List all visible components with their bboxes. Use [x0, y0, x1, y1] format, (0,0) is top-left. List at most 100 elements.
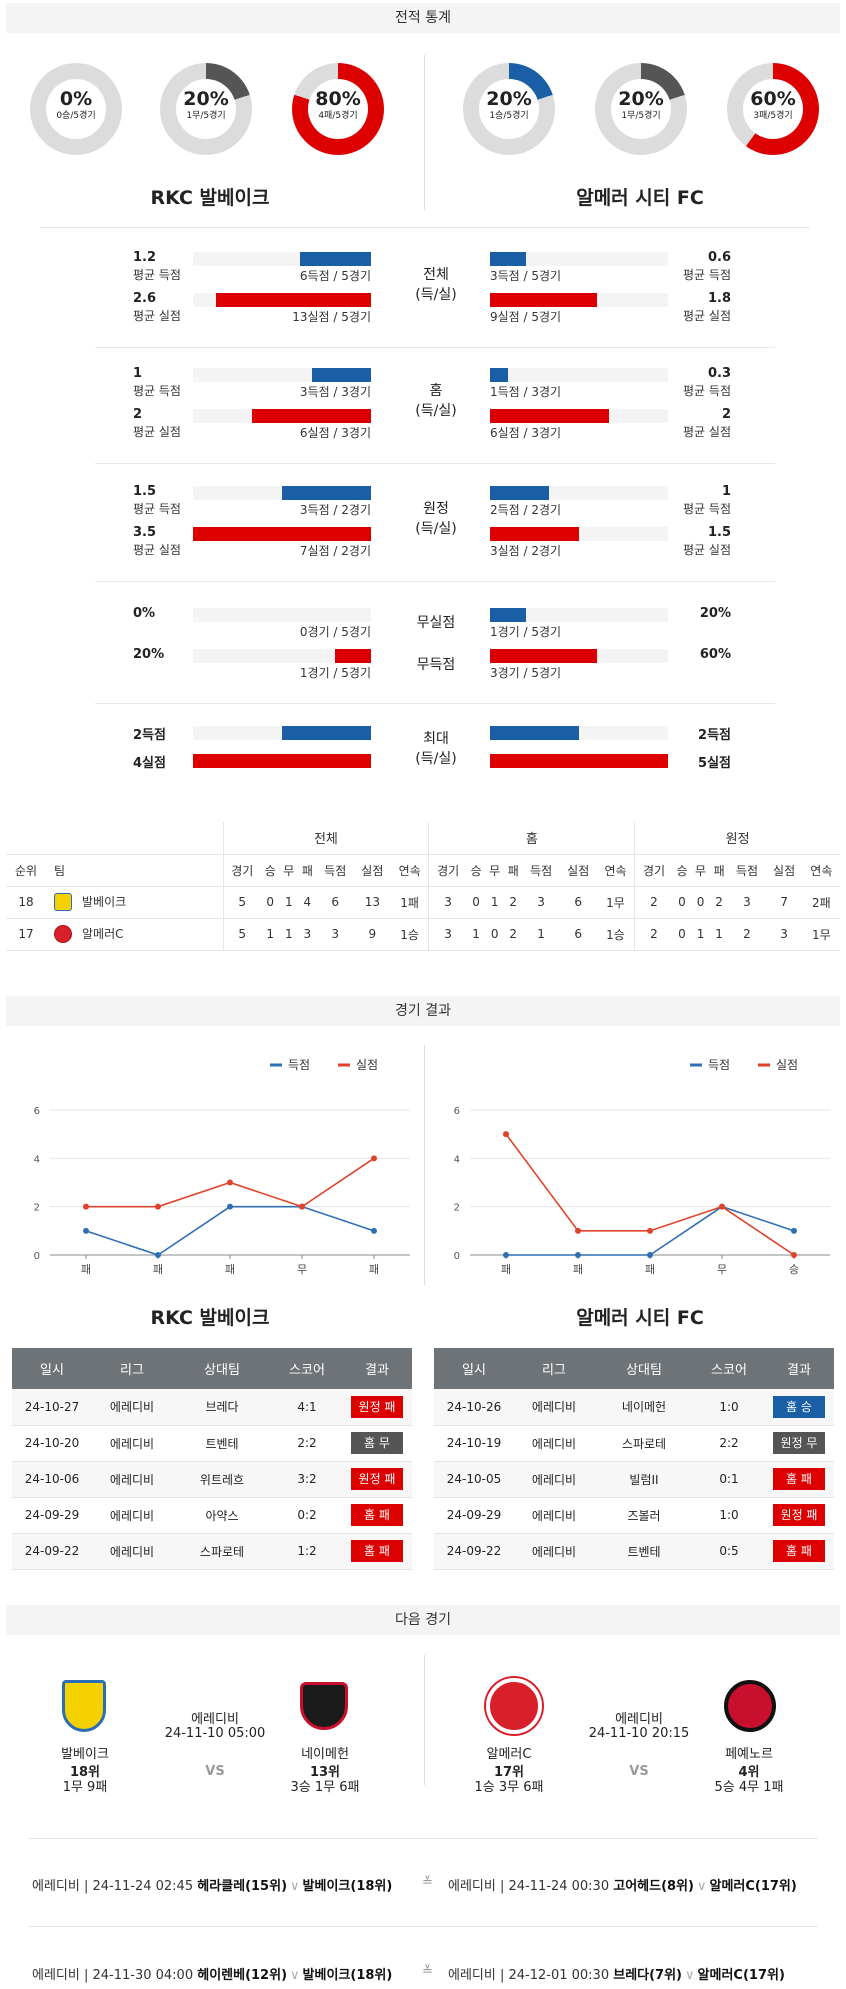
feyenoord-logo-icon [724, 1680, 776, 1732]
next-datetime: 24-11-10 05:00 [164, 1726, 266, 1741]
data-point [575, 1227, 581, 1234]
col-0: 경기 [428, 854, 467, 887]
divider [95, 703, 775, 704]
col-5: 실점 [559, 854, 597, 887]
x-tick-label: 승 [789, 1263, 799, 1276]
standings-row: 17 알메러C 5 1 1 3 3 9 1승 3 1 0 2 1 6 1승 2 0 1 1 2 3 1무 [6, 918, 840, 951]
results-col-1: 리그 [92, 1348, 172, 1389]
upcoming-fixture[interactable]: 에레디비 | 24-11-24 02:45 헤라클레(15위) ∨ 발베이크(18위… [32, 1875, 392, 1894]
data-point [227, 1203, 233, 1210]
stat-cell: 0 [672, 886, 692, 919]
data-point [299, 1203, 305, 1210]
away-caption: 3실점 / 2경기 [490, 544, 562, 558]
y-tick-label: 0 [34, 1251, 40, 1262]
next-team-name[interactable]: 페예노르 [725, 1747, 773, 1762]
stat-cell: 1패 [390, 886, 430, 919]
x-tick-label: 패 [81, 1263, 91, 1276]
home-value: 1 [133, 366, 143, 381]
stat-cell: 1 [485, 886, 504, 919]
vs-icon: ∨ [290, 1879, 300, 1894]
result-score: 0:2 [272, 1497, 342, 1534]
team-cell[interactable]: 알메러C [46, 918, 224, 951]
result-score: 3:2 [272, 1461, 342, 1498]
result-opp: 트벤테 [172, 1425, 272, 1462]
fixture-team-a: 헤라클레(15위) [197, 1879, 288, 1894]
result-badge: 원정 무 [773, 1432, 825, 1454]
home-bar [252, 409, 371, 423]
home-donut-1: 20% 1무/5경기 [160, 63, 252, 155]
group-all: 전체 [223, 822, 430, 855]
result-league: 에레디비 [92, 1461, 172, 1498]
col-3: 패 [298, 854, 317, 887]
donut-percent: 20% [486, 88, 532, 110]
results-row: 24-09-29 에레디비 즈볼러 1:0 원정 패 [434, 1497, 834, 1534]
result-date: 24-10-27 [12, 1389, 92, 1426]
stat-cell: 1 [709, 918, 729, 951]
result-badge: 홈 패 [351, 1504, 403, 1526]
section-header-next: 다음 경기 [6, 1605, 840, 1635]
results-col-0: 일시 [434, 1348, 514, 1389]
next-team-rank: 13위 [309, 1765, 341, 1780]
away-label: 평균 득점 [683, 502, 731, 516]
data-point [791, 1227, 797, 1234]
x-tick-label: 패 [153, 1263, 163, 1276]
away-label: 평균 득점 [683, 268, 731, 282]
stat-cell: 5 [223, 918, 261, 951]
result-league: 에레디비 [92, 1425, 172, 1462]
data-point [503, 1131, 509, 1138]
col-6: 연속 [390, 854, 430, 887]
next-team-name[interactable]: 알메러C [486, 1747, 532, 1762]
home-bar [312, 368, 371, 382]
rkc-logo-icon [54, 893, 72, 912]
home-caption: 1경기 / 5경기 [299, 666, 371, 680]
donut-percent: 20% [618, 88, 664, 110]
away-donut-1: 20% 1무/5경기 [595, 63, 687, 155]
col-6: 연속 [802, 854, 840, 887]
stat-cell: 1 [691, 918, 710, 951]
upcoming-fixture[interactable]: 에레디비 | 24-11-30 04:00 헤이렌베(12위) ∨ 발베이크(18위… [32, 1964, 392, 1983]
x-tick-label: 무 [717, 1263, 727, 1276]
x-tick-label: 패 [369, 1263, 379, 1276]
data-point [155, 1252, 161, 1258]
away-value: 20% [699, 606, 731, 621]
home-caption: 6실점 / 3경기 [299, 426, 371, 440]
next-team-name[interactable]: 발베이크 [61, 1747, 109, 1762]
results-header: 일시 리그 상대팀 스코어 결과 [12, 1348, 412, 1389]
team-cell[interactable]: 발베이크 [46, 886, 224, 919]
upcoming-fixture[interactable]: ≚ 에레디비 | 24-12-01 00:30 브레다(7위) ∨ 알메러C(17위… [422, 1964, 785, 1983]
y-tick-label: 0 [454, 1251, 460, 1262]
results-row: 24-10-05 에레디비 빌럼II 0:1 홈 패 [434, 1461, 834, 1498]
result-date: 24-09-22 [12, 1533, 92, 1570]
stat-cell: 1 [279, 918, 299, 951]
home-caption: 13실점 / 5경기 [292, 310, 371, 324]
y-tick-label: 2 [454, 1203, 460, 1214]
away-bar [490, 409, 609, 423]
group-home: 홈 [428, 822, 636, 855]
fixture-team-a: 고어헤드(8위) [613, 1879, 694, 1894]
x-tick-label: 무 [297, 1263, 307, 1276]
result-score: 2:2 [694, 1425, 764, 1462]
donut-percent: 80% [315, 88, 361, 110]
result-date: 24-09-29 [12, 1497, 92, 1534]
result-badge: 홈 패 [351, 1540, 403, 1562]
stat-cell: 2 [728, 918, 766, 951]
stat-cell: 0 [260, 886, 280, 919]
results-col-2: 상대팀 [594, 1348, 694, 1389]
results-col-4: 결과 [764, 1348, 834, 1389]
divider [28, 1926, 818, 1927]
legend-label: 득점 [288, 1058, 310, 1072]
rank-cell: 18 [6, 886, 46, 919]
data-point [371, 1155, 377, 1162]
result-league: 에레디비 [514, 1533, 594, 1570]
next-team-record: 1승 3무 6패 [474, 1780, 544, 1795]
next-team-name[interactable]: 네이메헌 [301, 1747, 349, 1762]
stat-cell: 3 [298, 918, 317, 951]
col-3: 패 [503, 854, 523, 887]
col-0: 경기 [634, 854, 673, 887]
result-badge: 홈 승 [773, 1395, 825, 1418]
col-4: 득점 [522, 854, 560, 887]
result-badge: 원정 패 [773, 1504, 825, 1526]
result-opp: 스파로테 [594, 1425, 694, 1462]
stat-cell: 3 [522, 886, 560, 919]
upcoming-fixture[interactable]: ≚ 에레디비 | 24-11-24 00:30 고어헤드(8위) ∨ 알메러C(17… [422, 1875, 797, 1894]
